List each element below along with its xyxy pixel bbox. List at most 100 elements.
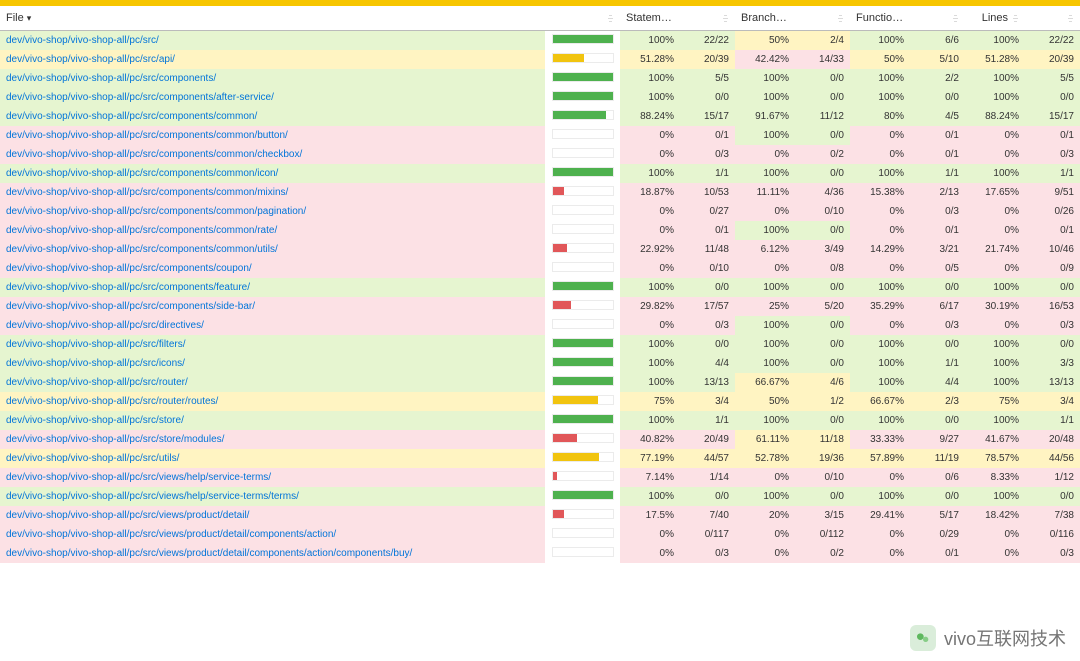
col-lines-frac[interactable]	[1025, 6, 1080, 31]
file-link[interactable]: dev/vivo-shop/vivo-shop-all/pc/src/views…	[6, 548, 412, 559]
file-link[interactable]: dev/vivo-shop/vivo-shop-all/pc/src/compo…	[6, 111, 257, 122]
coverage-bar	[552, 490, 614, 500]
file-link[interactable]: dev/vivo-shop/vivo-shop-all/pc/src/icons…	[6, 358, 185, 369]
branches-pct-cell: 100%	[735, 126, 795, 145]
lines-frac-cell: 1/12	[1025, 468, 1080, 487]
coverage-bar-cell	[545, 335, 620, 354]
file-link[interactable]: dev/vivo-shop/vivo-shop-all/pc/src/utils…	[6, 453, 179, 464]
lines-frac-cell: 16/53	[1025, 297, 1080, 316]
file-link[interactable]: dev/vivo-shop/vivo-shop-all/pc/src/direc…	[6, 320, 204, 331]
table-row: dev/vivo-shop/vivo-shop-all/pc/src/direc…	[0, 316, 1080, 335]
coverage-bar	[552, 205, 614, 215]
file-cell: dev/vivo-shop/vivo-shop-all/pc/src/compo…	[0, 88, 545, 107]
coverage-bar	[552, 452, 614, 462]
coverage-bar-cell	[545, 392, 620, 411]
file-link[interactable]: dev/vivo-shop/vivo-shop-all/pc/src/views…	[6, 510, 249, 521]
lines-frac-cell: 3/3	[1025, 354, 1080, 373]
coverage-bar-cell	[545, 259, 620, 278]
file-link[interactable]: dev/vivo-shop/vivo-shop-all/pc/src/route…	[6, 396, 218, 407]
col-branches[interactable]: Branches	[735, 6, 795, 31]
lines-frac-cell: 0/1	[1025, 221, 1080, 240]
statements-pct-cell: 22.92%	[620, 240, 680, 259]
col-branches-frac[interactable]	[795, 6, 850, 31]
file-link[interactable]: dev/vivo-shop/vivo-shop-all/pc/src/compo…	[6, 149, 302, 160]
coverage-bar-cell	[545, 525, 620, 544]
branches-pct-cell: 66.67%	[735, 373, 795, 392]
col-statements-frac[interactable]	[680, 6, 735, 31]
file-cell: dev/vivo-shop/vivo-shop-all/pc/src/utils…	[0, 449, 545, 468]
statements-frac-cell: 22/22	[680, 31, 735, 51]
coverage-bar-cell	[545, 544, 620, 563]
functions-frac-cell: 0/0	[910, 335, 965, 354]
file-link[interactable]: dev/vivo-shop/vivo-shop-all/pc/src/compo…	[6, 187, 288, 198]
table-row: dev/vivo-shop/vivo-shop-all/pc/src/100%2…	[0, 31, 1080, 51]
branches-frac-cell: 2/4	[795, 31, 850, 51]
col-file-label: File	[6, 12, 24, 24]
file-link[interactable]: dev/vivo-shop/vivo-shop-all/pc/src/views…	[6, 472, 271, 483]
file-link[interactable]: dev/vivo-shop/vivo-shop-all/pc/src/compo…	[6, 301, 255, 312]
col-statements[interactable]: Statements	[620, 6, 680, 31]
lines-frac-cell: 0/1	[1025, 126, 1080, 145]
statements-pct-cell: 29.82%	[620, 297, 680, 316]
col-functions[interactable]: Functions	[850, 6, 910, 31]
coverage-bar	[552, 262, 614, 272]
file-cell: dev/vivo-shop/vivo-shop-all/pc/src/views…	[0, 525, 545, 544]
branches-pct-cell: 11.11%	[735, 183, 795, 202]
branches-pct-cell: 100%	[735, 88, 795, 107]
file-link[interactable]: dev/vivo-shop/vivo-shop-all/pc/src/compo…	[6, 225, 277, 236]
coverage-bar-fill	[553, 244, 567, 252]
file-link[interactable]: dev/vivo-shop/vivo-shop-all/pc/src/	[6, 35, 159, 46]
file-link[interactable]: dev/vivo-shop/vivo-shop-all/pc/src/compo…	[6, 263, 252, 274]
file-link[interactable]: dev/vivo-shop/vivo-shop-all/pc/src/compo…	[6, 130, 288, 141]
functions-pct-cell: 0%	[850, 221, 910, 240]
branches-pct-cell: 100%	[735, 411, 795, 430]
col-lines[interactable]: Lines	[965, 6, 1025, 31]
file-link[interactable]: dev/vivo-shop/vivo-shop-all/pc/src/store…	[6, 415, 184, 426]
col-bar[interactable]	[545, 6, 620, 31]
branches-frac-cell: 0/0	[795, 164, 850, 183]
functions-pct-cell: 100%	[850, 487, 910, 506]
table-row: dev/vivo-shop/vivo-shop-all/pc/src/views…	[0, 487, 1080, 506]
sorter-icon	[837, 13, 844, 23]
file-link[interactable]: dev/vivo-shop/vivo-shop-all/pc/src/compo…	[6, 206, 306, 217]
coverage-bar	[552, 281, 614, 291]
branches-frac-cell: 0/10	[795, 468, 850, 487]
file-link[interactable]: dev/vivo-shop/vivo-shop-all/pc/src/compo…	[6, 168, 278, 179]
statements-frac-cell: 0/117	[680, 525, 735, 544]
coverage-bar	[552, 34, 614, 44]
coverage-bar-cell	[545, 354, 620, 373]
coverage-bar-fill	[553, 92, 613, 100]
file-cell: dev/vivo-shop/vivo-shop-all/pc/src/	[0, 31, 545, 51]
lines-pct-cell: 51.28%	[965, 50, 1025, 69]
file-link[interactable]: dev/vivo-shop/vivo-shop-all/pc/src/route…	[6, 377, 188, 388]
file-link[interactable]: dev/vivo-shop/vivo-shop-all/pc/src/compo…	[6, 92, 274, 103]
file-cell: dev/vivo-shop/vivo-shop-all/pc/src/route…	[0, 392, 545, 411]
statements-frac-cell: 0/27	[680, 202, 735, 221]
sorter-icon	[1012, 13, 1019, 23]
file-link[interactable]: dev/vivo-shop/vivo-shop-all/pc/src/api/	[6, 54, 175, 65]
branches-frac-cell: 0/0	[795, 278, 850, 297]
branches-frac-cell: 0/0	[795, 354, 850, 373]
functions-frac-cell: 4/4	[910, 373, 965, 392]
file-link[interactable]: dev/vivo-shop/vivo-shop-all/pc/src/compo…	[6, 73, 216, 84]
file-cell: dev/vivo-shop/vivo-shop-all/pc/src/compo…	[0, 107, 545, 126]
branches-pct-cell: 0%	[735, 259, 795, 278]
statements-pct-cell: 0%	[620, 316, 680, 335]
file-link[interactable]: dev/vivo-shop/vivo-shop-all/pc/src/compo…	[6, 244, 278, 255]
file-link[interactable]: dev/vivo-shop/vivo-shop-all/pc/src/compo…	[6, 282, 250, 293]
file-link[interactable]: dev/vivo-shop/vivo-shop-all/pc/src/views…	[6, 491, 299, 502]
file-link[interactable]: dev/vivo-shop/vivo-shop-all/pc/src/store…	[6, 434, 224, 445]
coverage-bar-cell	[545, 69, 620, 88]
file-link[interactable]: dev/vivo-shop/vivo-shop-all/pc/src/views…	[6, 529, 336, 540]
lines-frac-cell: 1/1	[1025, 164, 1080, 183]
table-row: dev/vivo-shop/vivo-shop-all/pc/src/compo…	[0, 202, 1080, 221]
lines-frac-cell: 0/26	[1025, 202, 1080, 221]
statements-pct-cell: 75%	[620, 392, 680, 411]
coverage-bar-cell	[545, 202, 620, 221]
col-functions-frac[interactable]	[910, 6, 965, 31]
file-link[interactable]: dev/vivo-shop/vivo-shop-all/pc/src/filte…	[6, 339, 186, 350]
statements-frac-cell: 0/1	[680, 126, 735, 145]
functions-pct-cell: 0%	[850, 145, 910, 164]
col-file[interactable]: File ▾	[0, 6, 545, 31]
branches-frac-cell: 4/6	[795, 373, 850, 392]
